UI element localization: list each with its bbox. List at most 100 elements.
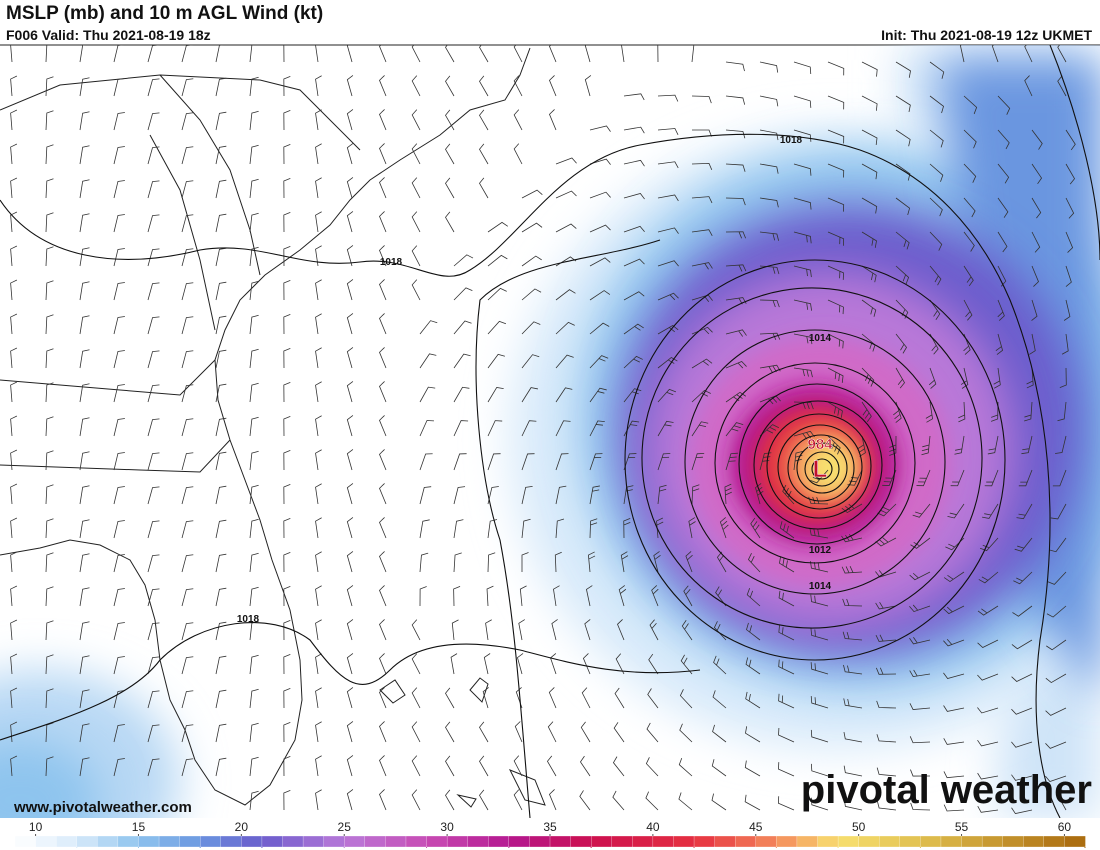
- wind-barb: [411, 619, 421, 641]
- wind-barb: [315, 721, 322, 743]
- wind-barb: [909, 571, 931, 581]
- wind-barb: [725, 422, 744, 437]
- wind-barb: [215, 247, 227, 267]
- wind-barb: [555, 453, 569, 471]
- wind-barb: [623, 323, 644, 335]
- wind-barb: [379, 653, 387, 675]
- wind-barb: [113, 622, 125, 641]
- wind-barb: [587, 551, 596, 573]
- wind-barb: [963, 265, 974, 287]
- wind-barb: [283, 212, 291, 233]
- wind-barb: [445, 687, 455, 709]
- wind-barb: [513, 45, 523, 63]
- wind-barb: [793, 367, 813, 378]
- wind-barb: [10, 619, 18, 641]
- wind-barb: [618, 585, 627, 607]
- wind-barb: [79, 281, 90, 301]
- wind-barb: [79, 45, 86, 63]
- wind-barb: [843, 731, 863, 743]
- wind-barb: [249, 722, 259, 743]
- wind-barb: [79, 145, 90, 165]
- wind-barb: [810, 729, 829, 743]
- wind-barb: [827, 231, 845, 246]
- colorbar-segment: [35, 835, 57, 848]
- isobar-label: 1018: [380, 257, 403, 268]
- wind-barb: [181, 214, 194, 233]
- wind-barb: [45, 314, 54, 335]
- wind-barb: [623, 517, 631, 539]
- isobar-labels: 1018 1018 1014 1012 1014 1018: [237, 135, 832, 625]
- wind-barb: [113, 724, 125, 743]
- colorbar-tick-label: 20: [235, 820, 249, 834]
- wind-barb: [79, 723, 90, 743]
- wind-barb: [411, 109, 421, 131]
- wind-barb: [827, 163, 845, 178]
- wind-barb: [997, 197, 1009, 218]
- wind-barb: [379, 45, 387, 63]
- wind-barb: [346, 245, 354, 267]
- wind-barb: [645, 791, 659, 811]
- wind-barb: [713, 621, 727, 641]
- wind-barb: [419, 353, 437, 369]
- wind-barb: [379, 721, 387, 743]
- colorbar-segment: [837, 835, 860, 848]
- wind-barb: [181, 282, 194, 301]
- wind-barb: [555, 485, 567, 505]
- wind-barb: [589, 158, 611, 165]
- wind-barb: [921, 435, 931, 456]
- wind-barb: [623, 126, 645, 134]
- wind-barb: [613, 722, 625, 743]
- wind-barb: [521, 552, 529, 573]
- colorbar-segment: [241, 835, 263, 848]
- wind-barb: [249, 756, 259, 777]
- wind-barb: [283, 246, 291, 267]
- wind-barb: [623, 291, 645, 301]
- colorbar-segment: [920, 835, 942, 848]
- wind-barb: [479, 177, 489, 199]
- wind-barb: [45, 450, 54, 471]
- wind-barb: [249, 450, 259, 471]
- wind-barb: [315, 177, 322, 199]
- wind-barb: [445, 177, 455, 199]
- wind-barb: [113, 146, 125, 165]
- wind-barb: [925, 401, 933, 423]
- wind-barb: [691, 229, 713, 237]
- wind-barb: [982, 503, 999, 519]
- wind-barbs: [10, 45, 1076, 815]
- isobar-label: 1012: [809, 545, 832, 556]
- colorbar-segment: [673, 835, 695, 848]
- wind-barb: [1045, 775, 1067, 782]
- wind-barb: [550, 653, 557, 675]
- wind-barb: [315, 415, 322, 437]
- wind-barb: [249, 348, 259, 369]
- wind-barb: [147, 78, 160, 97]
- wind-barb: [79, 77, 90, 97]
- wind-barb: [827, 265, 844, 280]
- wind-barb: [379, 245, 387, 267]
- wind-barb: [977, 806, 999, 813]
- wind-barb: [657, 161, 679, 169]
- wind-barb: [513, 789, 523, 811]
- wind-barb: [45, 178, 54, 199]
- wind-barb: [827, 61, 845, 76]
- wind-barb: [346, 415, 354, 437]
- colorbar-segment: [1023, 835, 1045, 848]
- wind-barb: [589, 322, 610, 335]
- wind-barb: [712, 690, 727, 709]
- wind-barb: [657, 292, 679, 301]
- wind-barb: [963, 163, 977, 183]
- colorbar-tick-label: 40: [646, 820, 660, 834]
- wind-barb: [843, 698, 863, 709]
- wind-barb: [1057, 75, 1067, 97]
- wind-barb: [555, 190, 577, 199]
- wind-barb: [657, 260, 679, 267]
- wind-barb: [895, 163, 911, 181]
- wind-barb: [487, 254, 508, 267]
- wind-barb: [657, 484, 667, 505]
- wind-barb: [215, 587, 227, 607]
- wind-barb: [79, 383, 90, 403]
- wind-barb: [895, 129, 911, 147]
- wind-barb: [549, 789, 557, 811]
- wind-barb: [147, 350, 160, 369]
- wind-barb: [411, 789, 421, 811]
